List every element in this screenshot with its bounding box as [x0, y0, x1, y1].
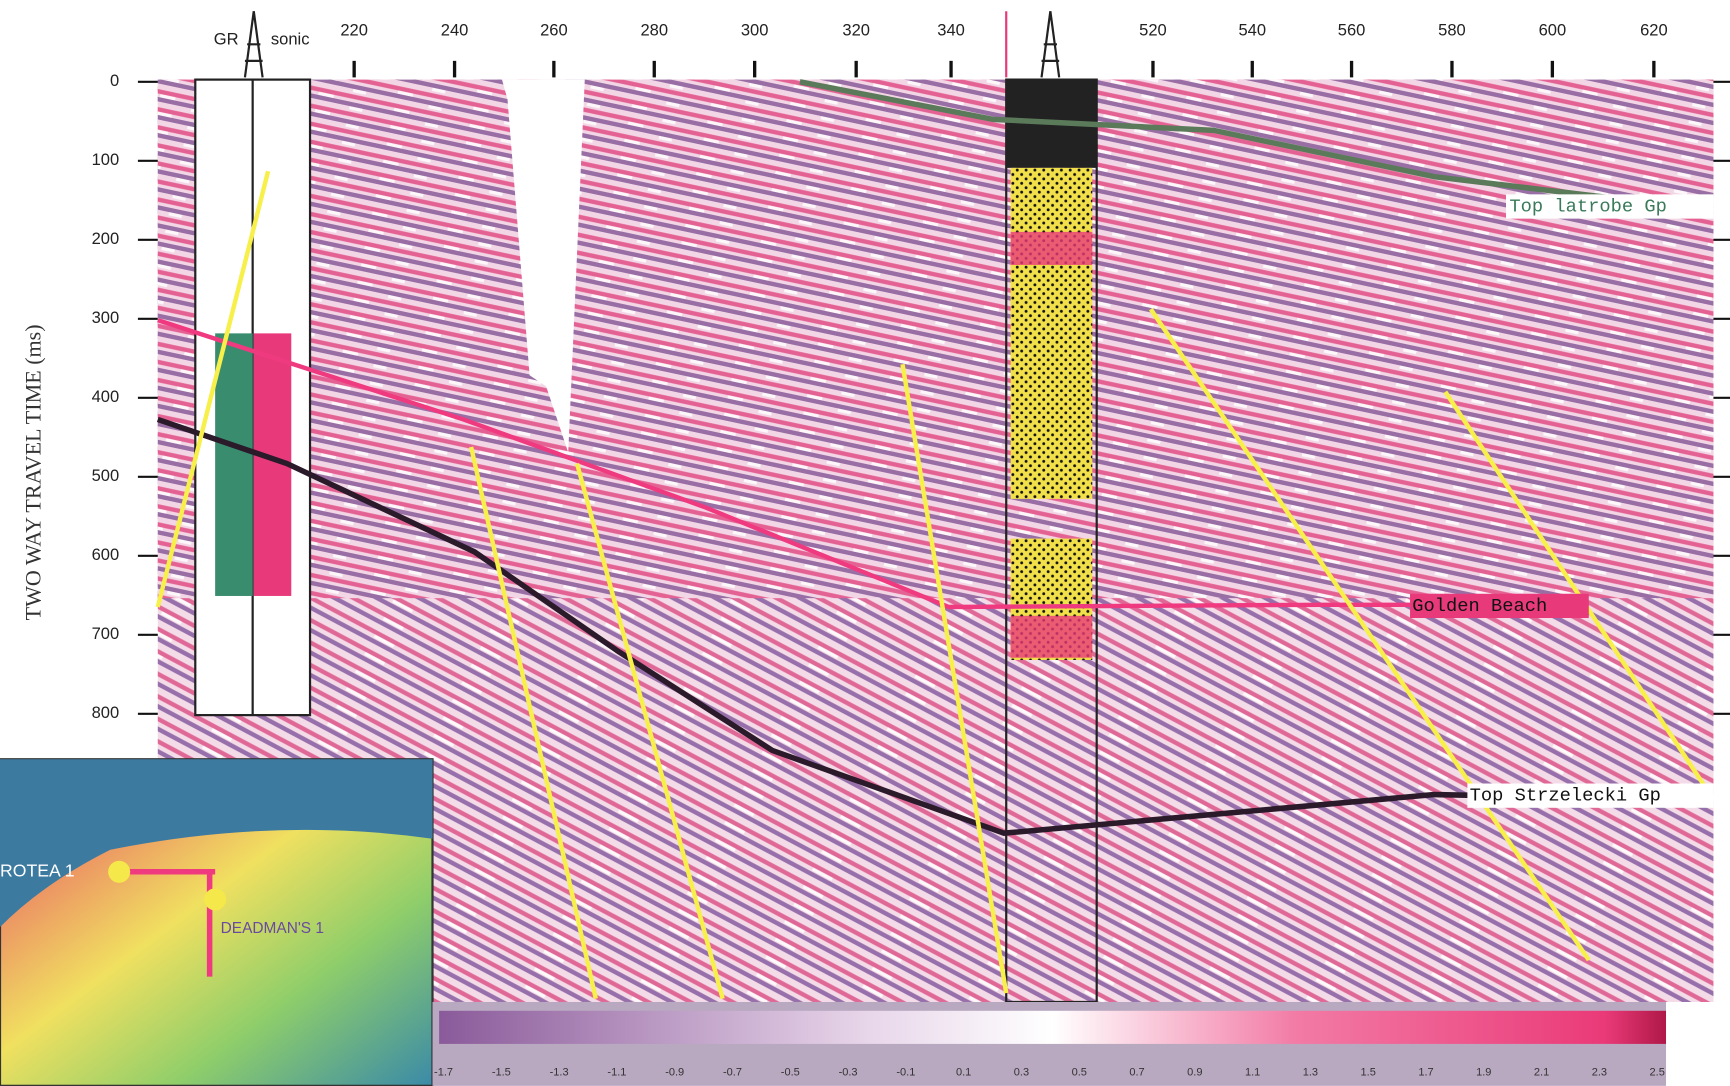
seismic-figure: Top latrobe Gp Golden Beach Top Strzelec…	[0, 0, 1730, 1086]
colorbar-label: -0.3	[839, 1066, 858, 1078]
y-tick-label: 300	[92, 308, 120, 327]
gr-log	[215, 333, 253, 596]
y-tick-label: 500	[92, 466, 120, 485]
x-tick-label: 580	[1438, 20, 1466, 39]
colorbar-label: 1.7	[1418, 1066, 1433, 1078]
colorbar-label: 1.9	[1476, 1066, 1491, 1078]
colorbar-label: -1.7	[434, 1066, 453, 1078]
seismic-shallow	[158, 80, 1714, 599]
x-tick-label: 520	[1139, 20, 1167, 39]
page: Top latrobe Gp Golden Beach Top Strzelec…	[0, 0, 1730, 1086]
horizon-label: Golden Beach	[1412, 595, 1547, 617]
well-marker	[204, 888, 226, 910]
derrick-icon	[1042, 11, 1060, 77]
colorbar-label: 0.1	[956, 1066, 971, 1078]
y-tick-label: 100	[92, 150, 120, 169]
x-tick-label: 280	[640, 20, 668, 39]
y-tick-label: 600	[92, 545, 120, 564]
colorbar-label: 1.5	[1361, 1066, 1376, 1078]
colorbar-label: 1.1	[1245, 1066, 1260, 1078]
colorbar-label: 1.3	[1303, 1066, 1318, 1078]
colorbar-label: 0.7	[1129, 1066, 1144, 1078]
colorbar-label: -0.7	[723, 1066, 742, 1078]
horizon-label: Top Strzelecki Gp	[1470, 785, 1661, 807]
x-tick-label: 320	[842, 20, 870, 39]
colorbar-label: -1.1	[607, 1066, 626, 1078]
map-label: DEADMAN'S 1	[221, 920, 324, 937]
shale-unit	[1011, 232, 1093, 265]
x-tick-label: 340	[937, 20, 965, 39]
colorbar-label: 0.9	[1187, 1066, 1202, 1078]
x-tick-label: 560	[1338, 20, 1366, 39]
derrick-icon	[245, 11, 263, 77]
colorbar-label: -1.5	[492, 1066, 511, 1078]
y-axis-label: TWO WAY TRAVEL TIME (ms)	[20, 324, 45, 620]
colorbar-label: -1.3	[550, 1066, 569, 1078]
colorbar-label: 2.5	[1650, 1066, 1665, 1078]
y-tick-label: 800	[92, 703, 120, 722]
log-label: sonic	[271, 29, 310, 48]
y-tick-label: 400	[92, 387, 120, 406]
x-tick-label: 540	[1238, 20, 1266, 39]
x-tick-label: 600	[1539, 20, 1567, 39]
colorbar-label: 0.3	[1014, 1066, 1029, 1078]
y-tick-label: 200	[92, 229, 120, 248]
colorbar-label: 2.1	[1534, 1066, 1549, 1078]
colorbar-label: -0.1	[896, 1066, 915, 1078]
well-marker	[108, 861, 130, 883]
y-tick-label: 700	[92, 624, 120, 643]
colorbar-label: -0.5	[781, 1066, 800, 1078]
x-tick-label: 260	[540, 20, 568, 39]
horizon-label: Top latrobe Gp	[1509, 195, 1667, 217]
log-label: GR	[214, 29, 239, 48]
y-tick-label: 0	[110, 71, 119, 90]
x-tick-label: 620	[1640, 20, 1668, 39]
colorbar-label: 0.5	[1072, 1066, 1087, 1078]
sand-unit	[1011, 168, 1093, 499]
x-tick-label: 300	[741, 20, 769, 39]
x-tick-label: 220	[340, 20, 368, 39]
x-tick-label: 240	[441, 20, 469, 39]
shale-unit	[1011, 616, 1093, 658]
colorbar	[439, 1011, 1666, 1044]
colorbar-label: 2.3	[1592, 1066, 1607, 1078]
map-label: ROTEA 1	[0, 860, 75, 880]
colorbar-label: -0.9	[665, 1066, 684, 1078]
